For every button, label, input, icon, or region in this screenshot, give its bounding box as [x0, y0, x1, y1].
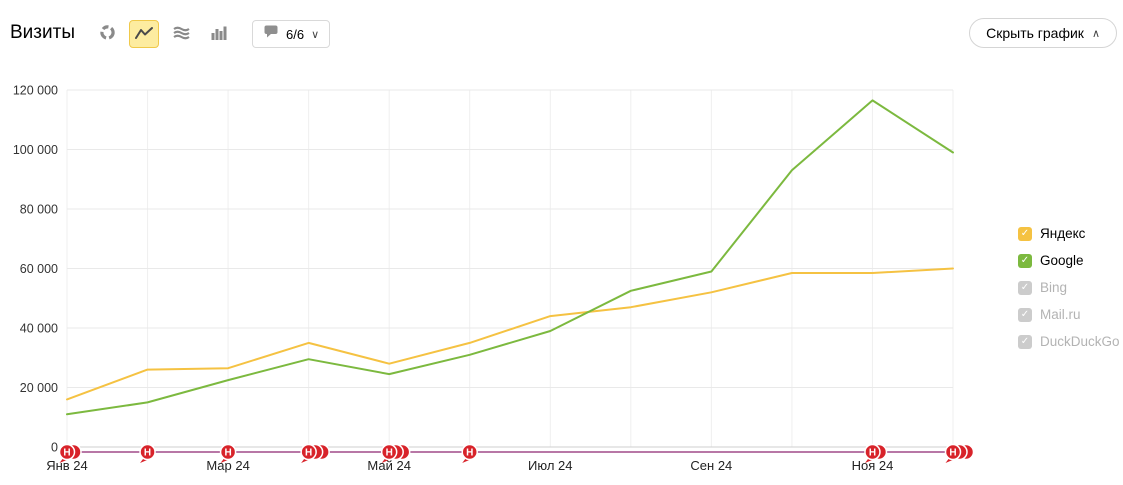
- pie-chart-icon: [99, 24, 116, 44]
- x-axis-tick-label: Июл 24: [528, 458, 572, 473]
- x-axis-tick-label: Мар 24: [206, 458, 250, 473]
- y-axis-tick-label: 60 000: [20, 262, 58, 276]
- legend-checkbox-icon[interactable]: ✓: [1018, 334, 1032, 349]
- legend-item-bing[interactable]: ✓ Bing: [1018, 274, 1120, 301]
- timeline-marker[interactable]: Н: [944, 443, 975, 464]
- comment-bubble-icon: [263, 24, 279, 44]
- legend-item-label: DuckDuckGo: [1040, 334, 1120, 349]
- timeline-marker-letter: Н: [386, 448, 393, 459]
- timeline-marker-circle: [300, 443, 317, 461]
- timeline-marker[interactable]: Н: [461, 443, 478, 464]
- timeline-marker[interactable]: Н: [300, 443, 330, 464]
- y-axis-tick-label: 120 000: [13, 84, 58, 98]
- legend-checkbox-icon[interactable]: ✓: [1018, 280, 1032, 295]
- comments-dropdown[interactable]: 6/6 ∨: [252, 20, 331, 48]
- y-axis-tick-label: 40 000: [20, 322, 58, 336]
- series-line-google: [66, 99, 954, 416]
- timeline-marker-letter: Н: [224, 448, 231, 459]
- legend-item-google[interactable]: ✓ Google: [1018, 247, 1120, 274]
- chevron-up-icon: ∧: [1091, 27, 1100, 40]
- stacked-area-icon: [172, 25, 190, 44]
- y-axis-tick-label: 100 000: [13, 143, 58, 157]
- timeline-marker-circle: [139, 443, 156, 461]
- chart-type-pie-button[interactable]: [92, 20, 122, 48]
- column-chart-icon: [210, 25, 227, 44]
- timeline-marker-letter: Н: [869, 448, 876, 459]
- legend-item-label: Mail.ru: [1040, 307, 1081, 322]
- legend-item-label: Bing: [1040, 280, 1068, 295]
- legend-item-duckduckgo[interactable]: ✓ DuckDuckGo: [1018, 328, 1120, 355]
- y-axis-tick-label: 80 000: [20, 203, 58, 217]
- timeline-marker-letter: Н: [305, 448, 312, 459]
- x-axis-tick-label: Янв 24: [46, 458, 88, 473]
- legend-checkbox-icon[interactable]: ✓: [1018, 307, 1032, 322]
- timeline-marker[interactable]: Н: [58, 443, 82, 464]
- y-axis-tick-label: 20 000: [20, 381, 58, 395]
- hide-chart-button[interactable]: Скрыть график ∧: [969, 18, 1117, 48]
- legend-item-яндекс[interactable]: ✓ Яндекс: [1018, 220, 1120, 247]
- chart-legend: ✓ Яндекс ✓ Google ✓ Bing ✓ Mail.ru ✓ DuckDuckGo: [1018, 220, 1120, 355]
- legend-item-mail-ru[interactable]: ✓ Mail.ru: [1018, 301, 1120, 328]
- y-axis-tick-label: 0: [51, 441, 58, 455]
- timeline-marker-circle: [944, 443, 962, 461]
- x-axis-tick-label: Май 24: [367, 458, 411, 473]
- chart-type-line-button[interactable]: [129, 20, 159, 48]
- hide-chart-label: Скрыть график: [986, 25, 1084, 41]
- timeline-marker-circle: [864, 443, 881, 461]
- page-title: Визиты: [10, 22, 75, 43]
- timeline-marker[interactable]: Н: [864, 443, 888, 464]
- chart-type-area-button[interactable]: [166, 20, 196, 48]
- legend-item-label: Google: [1040, 253, 1084, 268]
- legend-item-label: Яндекс: [1040, 226, 1086, 241]
- x-axis-tick-label: Сен 24: [690, 458, 732, 473]
- timeline-marker[interactable]: Н: [380, 443, 411, 464]
- timeline-marker[interactable]: Н: [139, 443, 156, 464]
- series-line-яндекс: [66, 267, 954, 401]
- comments-count: 6/6: [286, 26, 305, 42]
- chart-type-toolbar: 6/6 ∨: [92, 20, 331, 48]
- timeline-marker[interactable]: Н: [219, 443, 237, 464]
- timeline-marker-circle: [219, 443, 237, 461]
- timeline-marker-circle: [461, 443, 478, 461]
- chevron-down-icon: ∨: [311, 28, 320, 41]
- x-axis-tick-label: Ноя 24: [852, 458, 894, 473]
- timeline-marker-letter: Н: [144, 448, 151, 459]
- legend-checkbox-icon[interactable]: ✓: [1018, 226, 1032, 241]
- legend-checkbox-icon[interactable]: ✓: [1018, 253, 1032, 268]
- timeline-marker-circle: [380, 443, 398, 461]
- timeline-marker-letter: Н: [466, 448, 473, 459]
- chart-type-columns-button[interactable]: [203, 20, 233, 48]
- line-chart-icon: [135, 26, 153, 43]
- timeline-marker-letter: Н: [63, 448, 70, 459]
- timeline-marker-circle: [58, 443, 76, 461]
- timeline-marker-letter: Н: [949, 448, 956, 459]
